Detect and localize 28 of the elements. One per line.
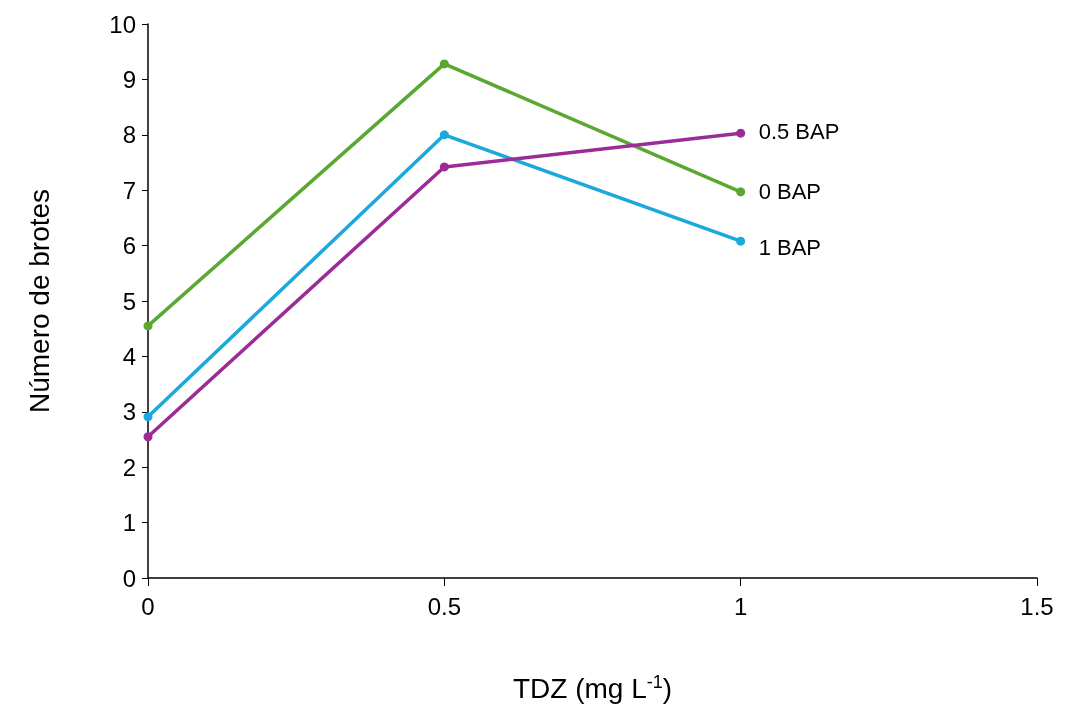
x-tick-label: 1.5 xyxy=(1020,592,1054,620)
x-tick-label: 1 xyxy=(733,592,748,620)
point xyxy=(439,59,449,69)
point xyxy=(143,412,153,422)
y-axis-title: Número de brotes xyxy=(23,188,55,414)
y-tick-label: 2 xyxy=(122,453,136,481)
series-label: 0.5 BAP xyxy=(758,118,840,144)
y-tick-label: 0 xyxy=(122,564,136,592)
y-tick-label: 5 xyxy=(122,287,136,315)
y-tick-label: 7 xyxy=(122,176,136,204)
series-label: 0 BAP xyxy=(758,179,822,205)
x-tick-label: 0.5 xyxy=(427,592,462,620)
point xyxy=(736,236,746,246)
y-tick-label: 8 xyxy=(122,121,136,149)
y-tick-label: 6 xyxy=(122,232,136,260)
point xyxy=(439,162,449,172)
series-label: 1 BAP xyxy=(758,234,822,260)
y-tick-label: 10 xyxy=(109,10,136,38)
y-tick-label: 9 xyxy=(122,65,136,93)
point xyxy=(439,130,449,140)
point xyxy=(143,432,153,442)
y-tick-label: 4 xyxy=(122,342,136,370)
point xyxy=(143,321,153,331)
point xyxy=(736,128,746,138)
y-tick-label: 1 xyxy=(122,509,136,537)
y-tick-label: 3 xyxy=(122,398,136,426)
point xyxy=(736,187,746,197)
x-tick-label: 0 xyxy=(141,592,155,620)
